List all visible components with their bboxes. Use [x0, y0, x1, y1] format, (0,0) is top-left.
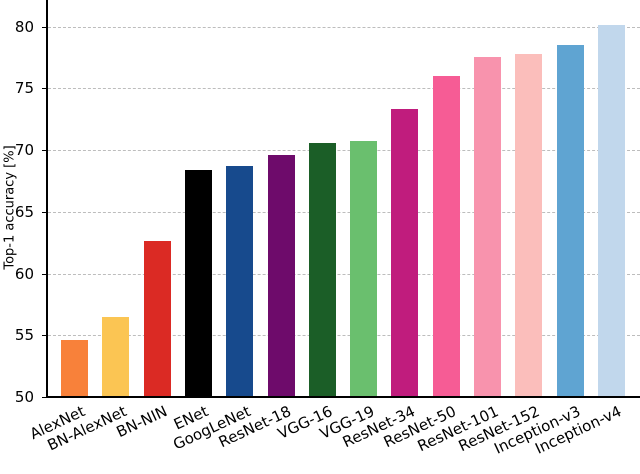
y-tick-label: 60: [14, 265, 34, 283]
y-tick-label: 70: [14, 141, 34, 159]
bar-enet: [184, 169, 212, 396]
bar-resnet-50: [432, 75, 460, 396]
y-tick-label: 65: [14, 203, 34, 221]
y-tick-mark: [42, 274, 47, 275]
bar-resnet-18: [267, 154, 295, 396]
y-tick-mark: [42, 397, 47, 398]
bar-bn-nin: [143, 241, 171, 396]
gridline: [48, 150, 640, 151]
bar-resnet-152: [515, 53, 543, 396]
bar-vgg-19: [350, 141, 378, 396]
y-tick-label: 50: [14, 388, 34, 406]
y-tick-mark: [42, 212, 47, 213]
bar-resnet-101: [474, 57, 501, 396]
y-tick-mark: [42, 335, 47, 336]
y-tick-mark: [42, 150, 47, 151]
gridline: [48, 274, 640, 275]
y-tick-mark: [42, 27, 47, 28]
y-axis-line: [46, 0, 48, 398]
bar-inception-v3: [556, 45, 584, 396]
gridline: [48, 335, 640, 336]
bar-resnet-34: [391, 109, 419, 396]
bar-alexnet: [61, 340, 88, 396]
bar-inception-v4: [597, 25, 625, 396]
bar-vgg-16: [308, 142, 336, 396]
y-tick-mark: [42, 88, 47, 89]
y-tick-label: 75: [14, 79, 34, 97]
y-tick-label: 80: [14, 18, 34, 36]
gridline: [48, 212, 640, 213]
gridline: [48, 27, 640, 28]
bar-bn-alexnet: [102, 316, 130, 396]
bar-googlenet: [226, 166, 254, 396]
x-axis-line: [46, 396, 640, 398]
y-tick-label: 55: [14, 326, 34, 344]
gridline: [48, 88, 640, 89]
